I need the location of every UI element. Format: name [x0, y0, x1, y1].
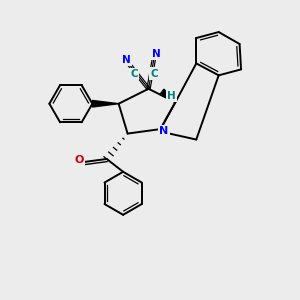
- Polygon shape: [160, 89, 176, 102]
- Text: H: H: [167, 91, 176, 101]
- Text: N: N: [159, 127, 169, 136]
- Text: C: C: [150, 68, 158, 79]
- Text: O: O: [74, 155, 84, 166]
- Polygon shape: [92, 100, 119, 107]
- Text: N: N: [152, 49, 161, 59]
- Text: N: N: [122, 55, 131, 65]
- Text: C: C: [130, 69, 138, 79]
